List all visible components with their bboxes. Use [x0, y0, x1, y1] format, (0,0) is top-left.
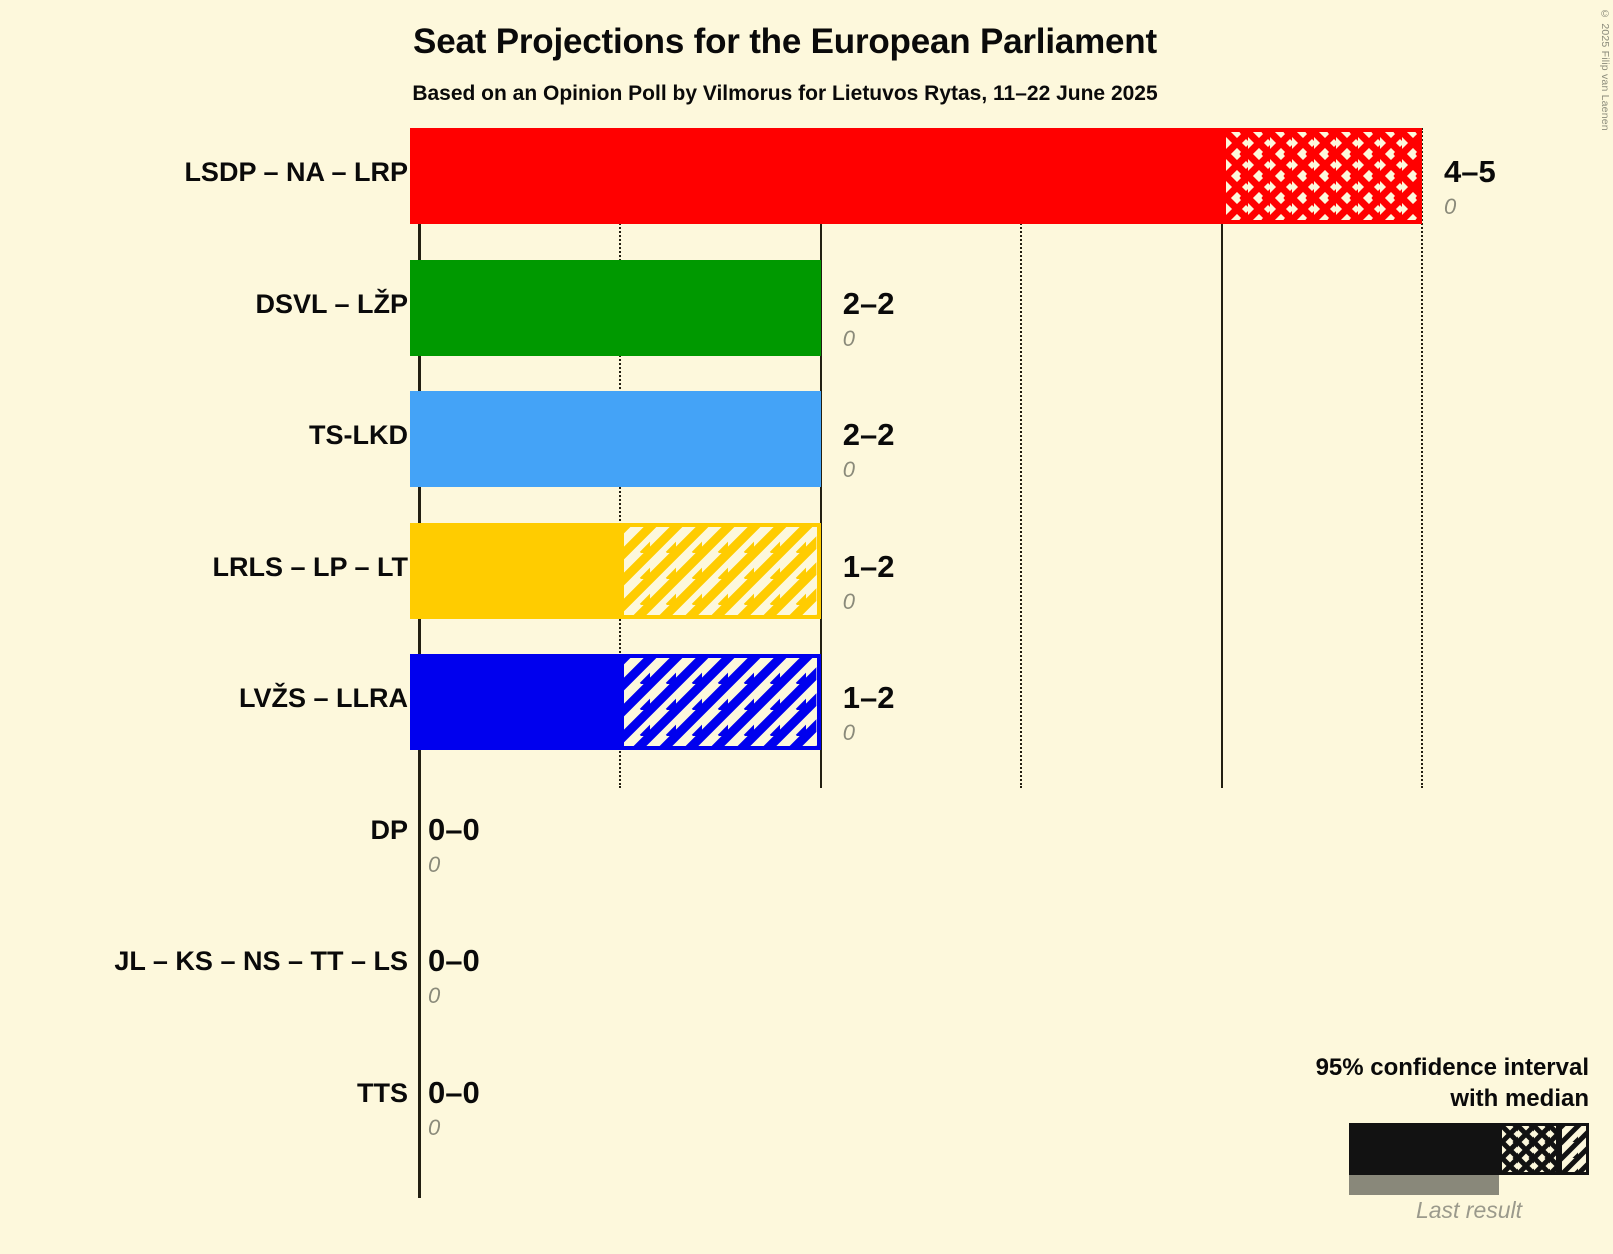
last-result-label-1: 0: [1444, 194, 1457, 219]
legend-last-result-swatch: [1349, 1175, 1499, 1195]
bar-row: DP 0–0 0: [0, 786, 1613, 918]
party-label-1: LSDP – NA – LRP: [184, 157, 408, 187]
legend-line-2: with median: [1450, 1085, 1589, 1113]
chart-subtitle: Based on an Opinion Poll by Vilmorus for…: [412, 82, 1158, 105]
party-label-5: LVŽS – LLRA: [238, 683, 408, 713]
party-label-8: TTS: [357, 1077, 408, 1108]
bar-1: [410, 128, 1422, 224]
bar-3: [410, 391, 821, 487]
legend-median-swatch: [1349, 1123, 1499, 1175]
last-result-label-4: 0: [842, 588, 856, 614]
legend-swatch: [1349, 1123, 1589, 1195]
gridline-3: [1020, 128, 1023, 788]
bar-confidence-segment: [620, 522, 821, 619]
bar-4: [410, 522, 821, 619]
bar-row: LRLS – LP – LT 1–2 0: [0, 522, 1613, 655]
bar-row: TTS 0–0 0: [0, 1049, 1613, 1181]
last-result-label-2: 0: [842, 325, 856, 351]
bar-median-segment: [410, 128, 1222, 224]
bar-row: LSDP – NA – LRP 4–5 0: [0, 128, 1613, 260]
bar-confidence-segment: [620, 654, 821, 750]
last-result-label-5: 0: [842, 720, 856, 745]
chart-legend: 95% confidence interval with median Last…: [1229, 1052, 1589, 1224]
legend-diagonal-swatch: [1559, 1123, 1589, 1175]
copyright-notice: © 2025 Filip van Laenen: [1599, 8, 1611, 131]
party-label-4: LRLS – LP – LT: [212, 551, 408, 582]
page-title: Seat Projections for the European Parlia…: [413, 22, 1157, 61]
last-result-label-3: 0: [842, 457, 856, 482]
seat-range-label-2: 2–2: [842, 285, 895, 321]
seat-range-label-1: 4–5: [1444, 154, 1496, 189]
bar-row: LVŽS – LLRA 1–2 0: [0, 654, 1613, 786]
seat-range-label-6: 0–0: [428, 811, 480, 847]
legend-line-1: 95% confidence interval: [1315, 1053, 1589, 1081]
seat-range-label-7: 0–0: [428, 943, 480, 978]
seat-range-label-4: 1–2: [842, 548, 895, 584]
bar-confidence-segment: [1221, 128, 1422, 224]
seat-range-label-8: 0–0: [428, 1074, 480, 1110]
last-result-label-6: 0: [428, 851, 441, 877]
party-label-6: DP: [370, 814, 408, 845]
plot-area: LSDP – NA – LRP 4–5 0 DSVL – LŽP 2–2 0 TS-LKD 2…: [0, 128, 1613, 1198]
bar-row: DSVL – LŽP 2–2 0: [0, 259, 1613, 392]
bar-median-segment: [410, 391, 821, 487]
bar-median-segment: [410, 259, 821, 356]
legend-crosshatch-swatch: [1499, 1123, 1559, 1175]
party-label-3: TS-LKD: [309, 420, 408, 450]
bar-median-segment: [410, 654, 621, 750]
bar-median-segment: [410, 522, 621, 619]
last-result-label-7: 0: [428, 983, 441, 1008]
gridline-4: [1220, 128, 1223, 788]
party-label-7: JL – KS – NS – TT – LS: [114, 946, 408, 976]
gridline-5: [1421, 128, 1423, 788]
bar-2: [410, 259, 821, 356]
gridline-2: [819, 128, 822, 788]
party-label-2: DSVL – LŽP: [255, 288, 408, 319]
bar-row: JL – KS – NS – TT – LS 0–0 0: [0, 917, 1613, 1049]
last-result-label-8: 0: [428, 1114, 441, 1140]
bar-5: [410, 654, 821, 750]
seat-range-label-5: 1–2: [842, 680, 895, 715]
bar-row: TS-LKD 2–2 0: [0, 391, 1613, 523]
seat-range-label-3: 2–2: [842, 417, 895, 452]
legend-last-result-label: Last result: [1415, 1197, 1523, 1223]
